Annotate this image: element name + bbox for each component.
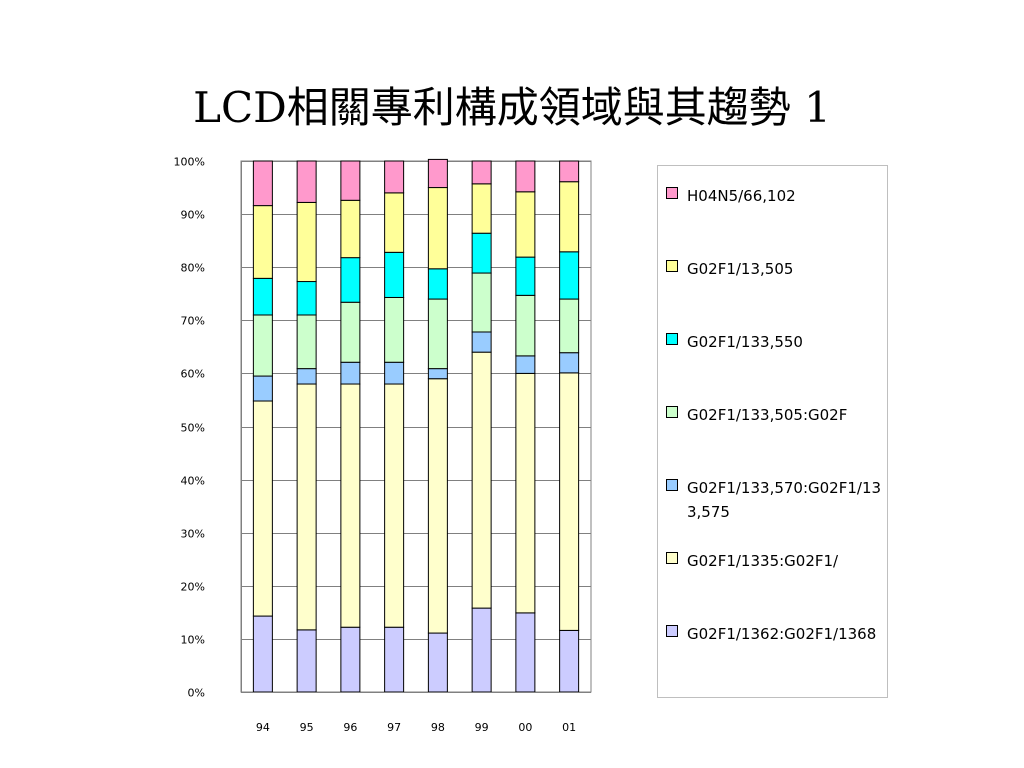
legend-label: G02F1/13,505 (687, 260, 794, 278)
legend-label: H04N5/66,102 (687, 187, 796, 205)
x-tick-label: 01 (562, 721, 576, 734)
x-tick-label: 96 (343, 721, 357, 734)
x-tick-label: 94 (256, 721, 270, 734)
bar-segment (559, 160, 580, 183)
bar-segment (471, 232, 492, 274)
bar-segment (296, 368, 317, 385)
bar-segment (471, 272, 492, 333)
bar-segment (384, 192, 405, 253)
legend-swatch (666, 552, 678, 564)
bar-segment (340, 626, 361, 693)
bar-segment (296, 629, 317, 693)
bar-segment (296, 314, 317, 370)
legend-swatch (666, 479, 678, 491)
y-tick-label: 0% (188, 687, 205, 700)
bar-segment (515, 612, 536, 693)
bar-segment (427, 268, 448, 300)
bar-segment (252, 277, 273, 316)
y-tick-label: 40% (181, 475, 205, 488)
bar-segment (471, 183, 492, 234)
bar-segment (515, 191, 536, 258)
bar-segment (252, 205, 273, 279)
y-tick-label: 90% (181, 209, 205, 222)
legend-swatch (666, 187, 678, 199)
legend-label: G02F1/133,550 (687, 333, 803, 351)
bar-segment (384, 361, 405, 385)
y-tick-label: 100% (174, 156, 205, 169)
x-tick-label: 00 (518, 721, 532, 734)
bar-segment (471, 607, 492, 693)
bars (252, 158, 580, 693)
x-tick-label: 97 (387, 721, 401, 734)
bar-segment (559, 372, 580, 631)
bar-segment (296, 160, 317, 203)
legend-label: G02F1/1335:G02F1/ (687, 552, 839, 570)
bar-segment (384, 251, 405, 298)
legend-swatch (666, 260, 678, 272)
bar-segment (252, 615, 273, 693)
bar-segment (427, 378, 448, 634)
bar-segment (559, 298, 580, 354)
bar-segment (340, 383, 361, 628)
bar-segment (559, 181, 580, 253)
y-tick-label: 60% (181, 368, 205, 381)
legend-swatch (666, 406, 678, 418)
bar-segment (252, 160, 273, 207)
bar-segment (296, 201, 317, 283)
axes (241, 161, 591, 693)
legend-label: G02F1/133,505:G02F (687, 406, 848, 424)
bar-segment (252, 375, 273, 402)
bar-segment (340, 361, 361, 385)
bar-segment (340, 199, 361, 259)
legend-swatch (666, 333, 678, 345)
bar-segment (427, 187, 448, 270)
y-tick-label: 80% (181, 262, 205, 275)
bar-segment (471, 351, 492, 609)
x-tick-labels: 94 95 96 97 98 99 00 01 (256, 721, 576, 734)
x-tick-label: 99 (475, 721, 489, 734)
slide-title: LCD相關專利構成領域與其趨勢 1 (193, 83, 831, 132)
y-tick-label: 30% (181, 528, 205, 541)
x-tick-label: 98 (431, 721, 445, 734)
bar-segment (427, 298, 448, 370)
bar-segment (515, 160, 536, 193)
bar-segment (427, 632, 448, 693)
bar-segment (471, 331, 492, 353)
bar-segment (559, 251, 580, 300)
gridlines (240, 160, 592, 693)
y-tick-label: 50% (181, 422, 205, 435)
bar-segment (384, 626, 405, 693)
plot-area (240, 160, 592, 693)
legend-swatch (666, 625, 678, 637)
bar-segment (559, 629, 580, 693)
y-tick-label: 10% (181, 634, 205, 647)
bar-segment (384, 296, 405, 363)
bar-segment (515, 256, 536, 296)
bar-segment (252, 314, 273, 377)
bar-segment (427, 368, 448, 380)
y-tick-labels: 0% 10% 20% 30% 40% 50% 60% 70% 80% 90% 100% (174, 156, 205, 700)
bar-segment (340, 160, 361, 201)
legend-label: G02F1/133,570:G02F1/133,575 (687, 479, 882, 521)
bar-segment (471, 160, 492, 185)
bar-segment (515, 355, 536, 374)
bar-segment (427, 158, 448, 189)
legend-label: G02F1/1362:G02F1/1368 (687, 625, 877, 643)
x-tick-label: 95 (300, 721, 314, 734)
bar-segment (340, 257, 361, 303)
bar-segment (296, 281, 317, 316)
bar-segment (515, 294, 536, 357)
bar-segment (340, 301, 361, 363)
y-tick-label: 70% (181, 315, 205, 328)
bar-segment (515, 372, 536, 614)
bar-segment (384, 383, 405, 628)
y-tick-label: 20% (181, 581, 205, 594)
bar-segment (559, 352, 580, 374)
bar-segment (296, 383, 317, 631)
chart-legend: H04N5/66,102 G02F1/13,505 G02F1/133,550 … (657, 165, 888, 698)
bar-segment (384, 160, 405, 194)
bar-segment (252, 400, 273, 617)
